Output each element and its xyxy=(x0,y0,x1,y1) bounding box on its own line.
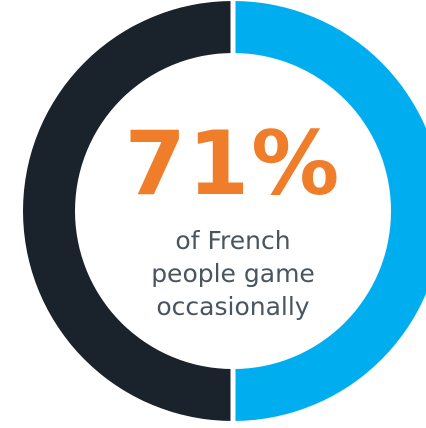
donut-slice-2 xyxy=(23,1,233,421)
headline-percentage: 71% xyxy=(124,112,342,215)
caption-line-3: occasionally xyxy=(156,292,310,321)
donut-slice-1 xyxy=(233,1,426,421)
headline-caption: of French people game occasionally xyxy=(98,224,368,323)
donut-center-label: 71% of French people game occasionally xyxy=(98,118,368,323)
caption-line-2: people game xyxy=(151,259,315,288)
caption-line-1: of French xyxy=(175,226,291,255)
